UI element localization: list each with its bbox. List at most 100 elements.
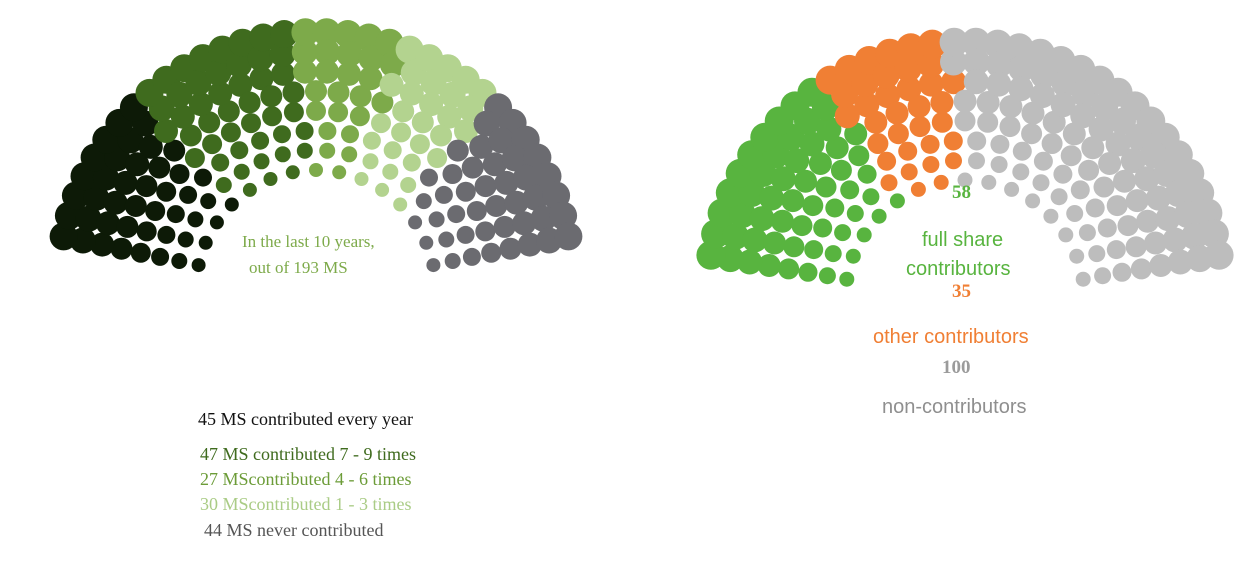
seat-other-contributors [900, 163, 918, 181]
seat-full-share-contributors [799, 131, 825, 157]
seat-non-contributors [1021, 123, 1043, 145]
seat-contributed-1-3-times [430, 124, 453, 147]
seat-contributed-7-9-times [262, 106, 283, 127]
seat-never-contributed [442, 164, 463, 184]
seat-contributed-7-9-times [198, 111, 221, 134]
seat-contributed-every-year [209, 215, 224, 230]
seat-never-contributed [415, 193, 432, 210]
seat-other-contributors [894, 55, 922, 83]
seat-contributed-7-9-times [269, 41, 296, 68]
seat-contributed-4-6-times [291, 39, 318, 65]
seat-never-contributed [455, 181, 476, 202]
seat-contributed-1-3-times [391, 122, 412, 143]
seat-never-contributed [504, 190, 529, 215]
seat-other-contributors [918, 71, 944, 97]
seat-contributed-7-9-times [184, 148, 205, 168]
seat-never-contributed [512, 211, 537, 236]
seat-non-contributors [1140, 141, 1168, 169]
seat-contributed-7-9-times [282, 81, 305, 104]
legend-never: 44 MS never contributed [204, 520, 384, 540]
seat-contributed-4-6-times [336, 41, 363, 68]
seat-non-contributors [954, 110, 976, 132]
seat-full-share-contributors [802, 195, 824, 217]
seat-non-contributors [1117, 215, 1139, 237]
seat-non-contributors [985, 50, 1013, 78]
seat-non-contributors [1078, 159, 1100, 181]
seat-other-contributors [922, 156, 940, 173]
seat-non-contributors [1088, 116, 1114, 142]
seat-contributed-every-year [200, 193, 217, 210]
seat-contributed-1-3-times [392, 100, 415, 123]
seat-non-contributors [1053, 164, 1073, 184]
seat-full-share-contributors [770, 209, 794, 233]
seat-full-share-contributors [889, 193, 905, 209]
seat-full-share-contributors [778, 258, 800, 280]
seat-non-contributors [957, 172, 973, 188]
seat-contributed-4-6-times [319, 142, 336, 159]
seat-never-contributed [419, 235, 434, 250]
seat-contributed-1-3-times [362, 153, 379, 170]
seat-contributed-1-3-times [454, 119, 478, 143]
seat-full-share-contributors [815, 176, 837, 198]
seat-contributed-1-3-times [400, 177, 417, 193]
seat-non-contributors [1008, 76, 1034, 102]
seat-non-contributors [1105, 131, 1131, 157]
seat-other-contributors [834, 103, 860, 129]
seat-contributed-7-9-times [263, 172, 278, 186]
full-share-label-line1: full share [922, 229, 1004, 251]
seat-non-contributors [1145, 185, 1171, 211]
seat-contributed-every-year [151, 247, 170, 266]
seat-other-contributors [920, 134, 940, 154]
seat-contributed-4-6-times [349, 85, 372, 108]
seat-non-contributors [977, 111, 999, 133]
seat-contributed-1-3-times [399, 81, 424, 106]
seat-contributed-every-year [169, 164, 190, 184]
seat-non-contributors [1050, 92, 1076, 118]
seat-contributed-every-year [194, 168, 212, 187]
seat-contributed-7-9-times [230, 141, 249, 160]
seat-non-contributors [976, 91, 1000, 114]
seat-full-share-contributors [816, 116, 842, 142]
seat-non-contributors [1078, 224, 1096, 242]
legend-one-three: 30 MScontributed 1 - 3 times [200, 494, 412, 514]
seat-other-contributors [851, 70, 879, 98]
seat-full-share-contributors [840, 180, 860, 200]
seat-contributed-every-year [110, 237, 133, 260]
seat-non-contributors [1093, 176, 1115, 198]
seat-never-contributed [444, 253, 461, 269]
seat-contributed-every-year [136, 221, 157, 242]
seat-contributed-every-year [90, 232, 115, 257]
seat-full-share-contributors [813, 218, 833, 238]
seat-contributed-every-year [125, 152, 150, 177]
seat-contributed-4-6-times [293, 59, 317, 84]
seat-contributed-7-9-times [215, 177, 232, 193]
seat-never-contributed [446, 139, 469, 162]
left-intro-line1: In the last 10 years, [242, 232, 375, 251]
seat-non-contributors [990, 156, 1008, 173]
seat-full-share-contributors [794, 169, 817, 193]
seat-contributed-7-9-times [217, 100, 240, 123]
seat-contributed-4-6-times [328, 102, 349, 123]
seat-non-contributors [1069, 248, 1085, 264]
seat-never-contributed [473, 110, 500, 137]
seat-full-share-contributors [811, 93, 839, 121]
seat-other-contributors [880, 174, 898, 192]
right-chart-panel: 58 full share contributors 35 other cont… [630, 0, 1258, 586]
seat-contributed-7-9-times [251, 131, 270, 150]
seat-non-contributors [1125, 189, 1149, 213]
seat-never-contributed [426, 258, 441, 273]
left-chart-panel: In the last 10 years, out of 193 MS 45 M… [49, 18, 583, 540]
seat-non-contributors [1098, 152, 1122, 175]
seat-never-contributed [482, 152, 507, 177]
seat-full-share-contributors [798, 262, 818, 282]
seat-full-share-contributors [783, 236, 805, 258]
left-intro-line2: out of 193 MS [249, 258, 348, 277]
seat-never-contributed [469, 134, 494, 159]
seat-contributed-4-6-times [312, 18, 341, 47]
seat-other-contributors [896, 33, 926, 63]
seat-non-contributors [1149, 254, 1173, 277]
seat-never-contributed [474, 175, 497, 198]
seat-contributed-every-year [138, 134, 163, 159]
seat-never-contributed [485, 195, 508, 217]
seat-non-contributors [1058, 227, 1074, 243]
